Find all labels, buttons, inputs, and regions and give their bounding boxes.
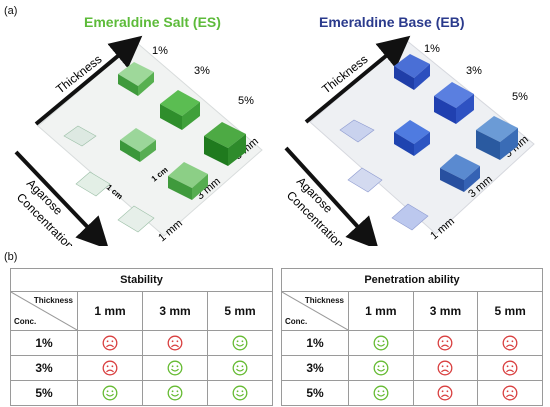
face-cell [142, 380, 208, 406]
corner-conc: Conc. [285, 317, 308, 326]
penetration-title: Penetration ability [281, 268, 543, 292]
col-header: 3 mm [142, 291, 208, 331]
row-label: 1% [281, 330, 349, 356]
face-cell [348, 355, 414, 381]
pct-3: 3% [466, 65, 482, 77]
row-label: 5% [10, 380, 78, 406]
concentration-arrow [14, 150, 110, 246]
corner-diagonal [11, 292, 77, 330]
face-cell [142, 355, 208, 381]
col-header: 1 mm [77, 291, 143, 331]
face-cell [477, 380, 543, 406]
sad-face-icon [502, 385, 518, 401]
corner-cell: Thickness Conc. [281, 291, 349, 331]
penetration-table: Penetration ability Thickness Conc. 1 mm… [281, 268, 543, 406]
face-cell [412, 330, 479, 356]
face-cell [77, 330, 143, 356]
es-hydrogel-photo: Thickness Agarose Concentration 1% 3% 5%… [14, 35, 263, 246]
pct-3: 3% [194, 65, 210, 77]
smiley-face-icon [167, 360, 183, 376]
smiley-face-icon [102, 385, 118, 401]
row-label: 3% [10, 355, 78, 381]
stability-table: Stability Thickness Conc. 1 mm 3 mm 5 mm… [10, 268, 273, 406]
eb-hydrogel-photo: Thickness Agarose Concentration 1% 3% 5%… [284, 35, 535, 246]
face-cell [412, 380, 479, 406]
smiley-face-icon [232, 385, 248, 401]
pct-1: 1% [152, 45, 168, 57]
corner-cell: Thickness Conc. [10, 291, 78, 331]
sad-face-icon [438, 385, 453, 401]
col-header: 5 mm [477, 291, 543, 331]
sad-face-icon [502, 360, 518, 376]
pct-5: 5% [238, 95, 254, 107]
row-label: 3% [281, 355, 349, 381]
face-cell [477, 330, 543, 356]
col-header: 3 mm [412, 291, 479, 331]
face-cell [207, 355, 273, 381]
eb-gels [339, 54, 518, 231]
corner-thickness: Thickness [304, 296, 344, 305]
eb-title: Emeraldine Base (EB) [319, 14, 465, 30]
sad-face-icon [502, 335, 518, 351]
concentration-arrow [284, 146, 379, 246]
panel-b-label: (b) [4, 251, 18, 263]
sad-face-icon [438, 335, 453, 351]
es-gels [63, 62, 246, 233]
stability-title: Stability [10, 268, 273, 292]
row-label: 1% [10, 330, 78, 356]
face-cell [207, 380, 273, 406]
face-cell [142, 330, 208, 356]
face-cell [77, 380, 143, 406]
es-title: Emeraldine Salt (ES) [84, 14, 221, 30]
smiley-face-icon [232, 335, 248, 351]
panel-a-label: (a) [4, 5, 18, 17]
corner-diagonal [282, 292, 348, 330]
col-header: 5 mm [207, 291, 273, 331]
thickness-arrow [34, 35, 143, 126]
corner-conc: Conc. [14, 317, 37, 326]
row-label: 5% [281, 380, 349, 406]
face-cell [348, 380, 414, 406]
sad-face-icon [102, 360, 118, 376]
face-cell [348, 330, 414, 356]
sad-face-icon [102, 335, 118, 351]
thickness-arrow [304, 35, 411, 124]
corner-thickness: Thickness [33, 296, 73, 305]
smiley-face-icon [373, 385, 389, 401]
col-header: 1 mm [348, 291, 414, 331]
face-cell [207, 330, 273, 356]
smiley-face-icon [373, 360, 389, 376]
pct-1: 1% [424, 43, 440, 55]
face-cell [412, 355, 479, 381]
smiley-face-icon [167, 385, 183, 401]
pct-5: 5% [512, 91, 528, 103]
smiley-face-icon [232, 360, 248, 376]
face-cell [477, 355, 543, 381]
sad-face-icon [438, 360, 453, 376]
smiley-face-icon [373, 335, 389, 351]
face-cell [77, 355, 143, 381]
sad-face-icon [167, 335, 183, 351]
